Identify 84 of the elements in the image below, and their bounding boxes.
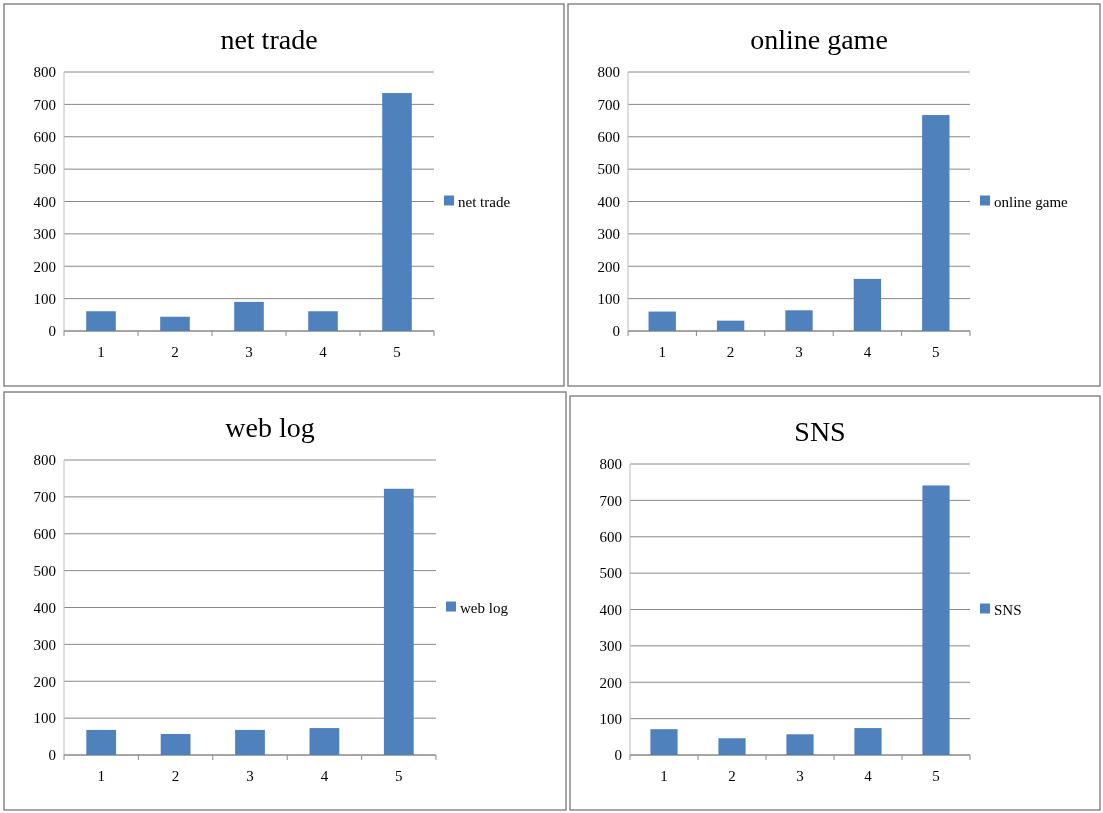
x-tick-label: 4 bbox=[864, 768, 873, 784]
chart-title: SNS bbox=[794, 416, 846, 447]
legend-label: web log bbox=[460, 599, 509, 616]
y-tick-label: 200 bbox=[33, 673, 56, 690]
bar bbox=[854, 728, 882, 755]
y-tick-label: 300 bbox=[33, 636, 56, 653]
y-tick-label: 0 bbox=[48, 323, 56, 340]
y-tick-label: 500 bbox=[597, 161, 620, 178]
y-tick-label: 600 bbox=[597, 129, 620, 145]
x-tick-label: 4 bbox=[319, 344, 328, 360]
y-tick-label: 100 bbox=[33, 710, 56, 727]
x-tick-label: 3 bbox=[795, 344, 803, 360]
y-tick-label: 500 bbox=[33, 562, 56, 579]
x-tick-label: 5 bbox=[932, 768, 940, 784]
y-tick-label: 200 bbox=[599, 674, 622, 691]
legend-label: SNS bbox=[994, 601, 1022, 618]
y-tick-label: 700 bbox=[33, 489, 56, 506]
bar bbox=[235, 729, 265, 755]
bar bbox=[86, 729, 117, 755]
y-tick-label: 200 bbox=[33, 258, 56, 275]
x-tick-label: 2 bbox=[726, 344, 735, 360]
y-tick-label: 800 bbox=[597, 64, 620, 81]
y-tick-label: 300 bbox=[597, 226, 620, 243]
y-tick-label: 0 bbox=[48, 747, 56, 764]
x-tick-label: 4 bbox=[320, 768, 329, 784]
y-tick-label: 400 bbox=[597, 193, 620, 210]
y-tick-label: 100 bbox=[599, 710, 622, 727]
bar bbox=[922, 485, 950, 755]
x-tick-label: 5 bbox=[932, 344, 940, 360]
y-tick-label: 700 bbox=[599, 492, 622, 509]
bar bbox=[716, 320, 745, 331]
y-tick-label: 800 bbox=[33, 452, 56, 469]
chart-title: online game bbox=[750, 24, 888, 55]
y-tick-label: 700 bbox=[33, 96, 56, 113]
bar bbox=[382, 93, 412, 331]
y-tick-label: 0 bbox=[614, 747, 622, 764]
x-tick-label: 2 bbox=[728, 768, 736, 784]
bar bbox=[718, 738, 746, 755]
x-tick-label: 3 bbox=[245, 344, 253, 360]
bar bbox=[785, 310, 813, 331]
bar bbox=[160, 316, 190, 331]
y-tick-label: 600 bbox=[33, 526, 56, 542]
bar bbox=[853, 278, 882, 331]
legend-label: net trade bbox=[458, 193, 511, 210]
y-tick-label: 700 bbox=[597, 96, 620, 113]
y-tick-label: 100 bbox=[33, 290, 56, 307]
y-tick-label: 800 bbox=[33, 64, 56, 81]
bar bbox=[234, 301, 264, 331]
y-tick-label: 400 bbox=[33, 193, 56, 210]
x-tick-label: 1 bbox=[97, 344, 105, 360]
x-tick-label: 3 bbox=[246, 768, 254, 784]
bar bbox=[308, 311, 338, 331]
bar bbox=[648, 311, 676, 331]
chart-title: net trade bbox=[220, 24, 318, 55]
x-tick-label: 2 bbox=[171, 768, 180, 784]
bar bbox=[86, 311, 116, 331]
bar bbox=[309, 728, 340, 755]
legend-label: online game bbox=[994, 193, 1069, 210]
x-tick-label: 1 bbox=[97, 768, 105, 784]
y-tick-label: 100 bbox=[597, 290, 620, 307]
x-tick-label: 5 bbox=[393, 344, 401, 360]
y-tick-label: 300 bbox=[33, 226, 56, 243]
y-tick-label: 600 bbox=[599, 529, 622, 545]
y-tick-label: 400 bbox=[599, 601, 622, 618]
bar bbox=[786, 734, 814, 755]
y-tick-label: 500 bbox=[599, 565, 622, 582]
y-tick-label: 500 bbox=[33, 161, 56, 178]
x-tick-label: 2 bbox=[171, 344, 179, 360]
y-tick-label: 400 bbox=[33, 599, 56, 616]
chart-title: web log bbox=[225, 412, 315, 443]
x-tick-label: 5 bbox=[395, 768, 403, 784]
bar bbox=[922, 115, 950, 331]
x-tick-label: 1 bbox=[658, 344, 666, 360]
y-tick-label: 800 bbox=[599, 456, 622, 473]
x-tick-label: 1 bbox=[660, 768, 668, 784]
bar bbox=[160, 733, 191, 755]
y-tick-label: 0 bbox=[612, 323, 620, 340]
y-tick-label: 600 bbox=[33, 129, 56, 145]
x-tick-label: 4 bbox=[863, 344, 872, 360]
x-tick-label: 3 bbox=[796, 768, 804, 784]
y-tick-label: 300 bbox=[599, 638, 622, 655]
bar bbox=[383, 488, 414, 755]
y-tick-label: 200 bbox=[597, 258, 620, 275]
bar bbox=[650, 729, 678, 755]
